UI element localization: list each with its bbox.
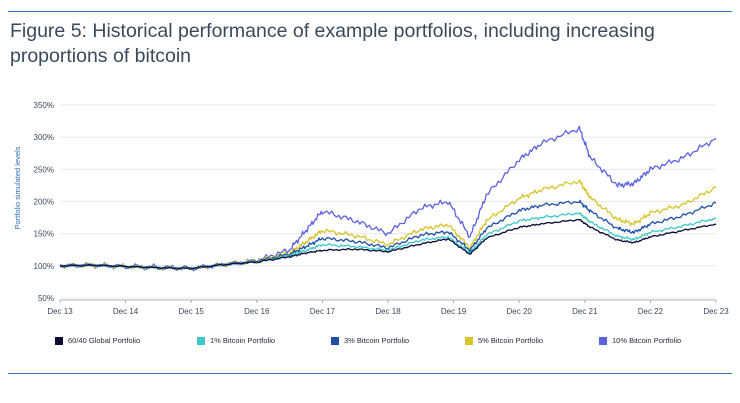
x-tick-label: Dec 23 (703, 307, 729, 316)
x-tick-label: Dec 22 (638, 307, 664, 316)
legend-label: 10% Bitcoin Portfolio (612, 336, 682, 345)
legend-label: 1% Bitcoin Portfolio (210, 336, 276, 345)
legend: 60/40 Global Portfolio 1% Bitcoin Portfo… (55, 336, 735, 350)
y-tick-label: 100% (34, 262, 54, 271)
legend-swatch (55, 336, 63, 345)
legend-swatch (331, 336, 339, 345)
legend-swatch (197, 336, 205, 345)
series-line-0 (59, 218, 717, 270)
x-tick-label: Dec 20 (507, 307, 533, 316)
axis-layer (59, 299, 717, 303)
legend-item-1pct: 1% Bitcoin Portfolio (197, 336, 275, 345)
legend-label: 60/40 Global Portfolio (68, 336, 141, 345)
y-tick-label: 250% (34, 165, 54, 174)
x-tick-label: Dec 21 (572, 307, 598, 316)
legend-item-10pct: 10% Bitcoin Portfolio (599, 336, 681, 345)
y-tick-label: 200% (34, 198, 54, 207)
legend-swatch (465, 336, 473, 345)
legend-label: 5% Bitcoin Portfolio (478, 336, 544, 345)
y-tick-label: 150% (34, 230, 54, 239)
y-tick-label: 50% (38, 294, 54, 303)
y-tick-labels: 50% 100% 150% 200% 250% 300% 350% (34, 101, 54, 303)
legend-label: 3% Bitcoin Portfolio (344, 336, 410, 345)
legend-item-60-40: 60/40 Global Portfolio (55, 336, 140, 345)
series-layer (59, 125, 717, 272)
series-line-1 (59, 212, 717, 271)
figure-title: Figure 5: Historical performance of exam… (10, 20, 655, 67)
series-line-4 (59, 125, 717, 272)
legend-item-3pct: 3% Bitcoin Portfolio (331, 336, 409, 345)
top-rule (8, 11, 732, 12)
x-tick-label: Dec 15 (179, 307, 205, 316)
y-tick-label: 350% (34, 101, 54, 110)
bottom-rule (8, 373, 732, 374)
x-tick-label: Dec 13 (47, 307, 73, 316)
x-tick-label: Dec 18 (375, 307, 401, 316)
y-axis-label: Portfolio simulated levels (13, 146, 22, 229)
legend-swatch (599, 336, 607, 345)
x-tick-label: Dec 17 (310, 307, 336, 316)
y-tick-label: 300% (34, 133, 54, 142)
x-tick-labels: Dec 13 Dec 14 Dec 15 Dec 16 Dec 17 Dec 18 Dec … (47, 307, 729, 316)
x-tick-label: Dec 19 (441, 307, 467, 316)
x-tick-label: Dec 14 (113, 307, 139, 316)
x-tick-label: Dec 16 (244, 307, 270, 316)
legend-item-5pct: 5% Bitcoin Portfolio (465, 336, 543, 345)
series-line-3 (59, 179, 717, 272)
